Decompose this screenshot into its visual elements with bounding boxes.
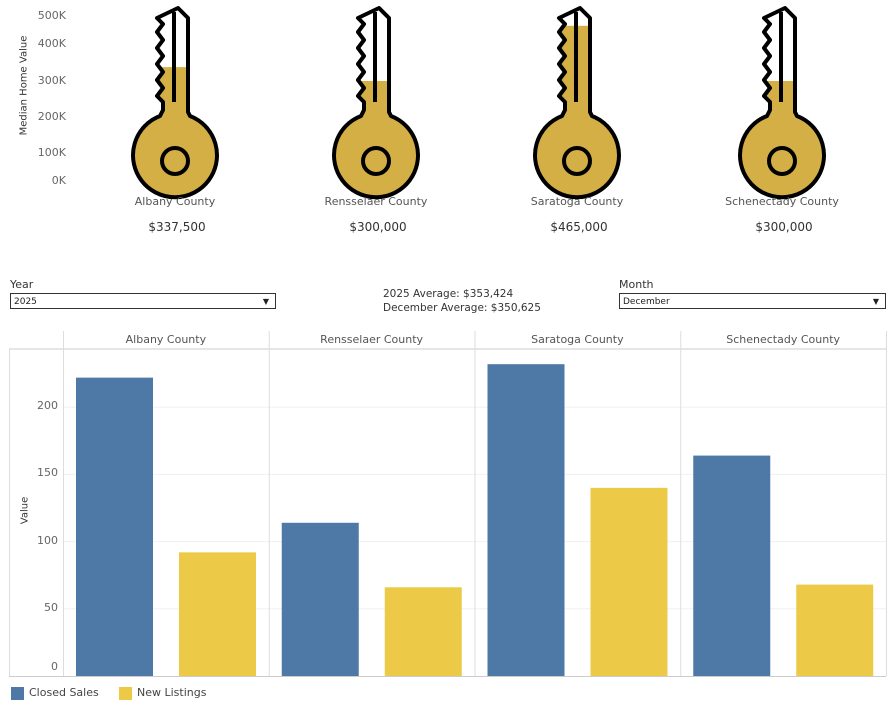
county-median-value: $465,000 [550, 220, 608, 234]
county-median-value: $337,500 [148, 220, 206, 234]
month-label: Month [619, 278, 654, 291]
bar-new-listings[interactable] [590, 487, 668, 676]
county-name: Saratoga County [530, 195, 624, 208]
averages: 2025 Average: $353,424 December Average:… [383, 287, 541, 315]
year-select[interactable]: 2025 ▼ [10, 293, 276, 309]
county-median-value: $300,000 [755, 220, 813, 234]
dropdown-arrow-icon: ▼ [872, 297, 879, 306]
county-name: Schenectady County [725, 195, 839, 208]
key-chart [131, 6, 826, 200]
year-value: 2025 [14, 297, 37, 307]
bar-closed-sales[interactable] [281, 522, 359, 676]
county-median-value: $300,000 [349, 220, 407, 234]
bar-closed-sales[interactable] [487, 364, 565, 676]
y-tick: 200 [37, 399, 58, 413]
y-tick: 400K [37, 37, 66, 50]
bar-closed-sales[interactable] [693, 455, 771, 676]
year-average: 2025 Average: $353,424 [383, 288, 514, 300]
y-tick: 150 [37, 466, 58, 480]
bar-new-listings[interactable] [796, 584, 874, 676]
panel-header: Saratoga County [531, 333, 624, 346]
bar-closed-sales[interactable] [76, 377, 153, 676]
legend-label: Closed Sales [29, 686, 99, 699]
panel-header: Albany County [125, 333, 207, 346]
y-tick: 50 [44, 600, 58, 614]
y-tick: 200K [37, 110, 66, 123]
y-tick: 500K [37, 9, 66, 22]
month-average: December Average: $350,625 [383, 302, 541, 314]
y-tick: 300K [37, 74, 66, 87]
y-tick: 100 [37, 533, 58, 547]
panel-header: Schenectady County [726, 333, 841, 346]
county-name: Rensselaer County [324, 195, 428, 208]
panel-header: Rensselaer County [320, 333, 424, 346]
bar-new-listings[interactable] [179, 552, 256, 676]
y-tick: 0K [51, 174, 66, 187]
dropdown-arrow-icon: ▼ [262, 297, 269, 306]
legend-swatch [119, 687, 132, 700]
y-tick: 0 [51, 660, 58, 673]
county-name: Albany County [134, 195, 216, 208]
y-tick: 100K [37, 146, 66, 159]
legend-label: New Listings [137, 686, 207, 699]
bar-new-listings[interactable] [384, 587, 462, 676]
legend-swatch [11, 687, 24, 700]
month-value: December [623, 297, 670, 307]
month-select[interactable]: December ▼ [619, 293, 886, 309]
year-label: Year [10, 278, 34, 291]
